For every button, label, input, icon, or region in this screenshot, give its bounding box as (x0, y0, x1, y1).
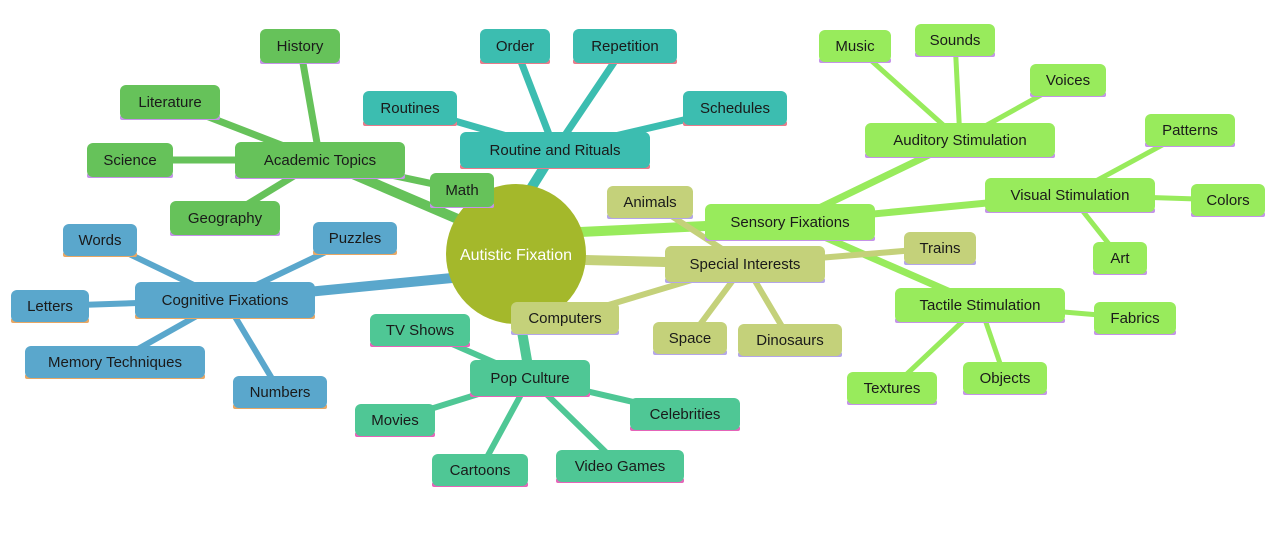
node-label: Space (669, 330, 712, 347)
node-label: Colors (1206, 192, 1249, 209)
node-label: Sounds (930, 32, 981, 49)
node-label: Voices (1046, 72, 1090, 89)
center-label: Autistic Fixation (460, 247, 572, 264)
node-label: Literature (138, 94, 201, 111)
node-label: Repetition (591, 38, 659, 55)
node-label: Patterns (1162, 122, 1218, 139)
node-label: Cognitive Fixations (162, 292, 289, 309)
node-label: Dinosaurs (756, 332, 824, 349)
node-label: Letters (27, 298, 73, 315)
node-label: Routine and Rituals (490, 142, 621, 159)
node-label: Routines (380, 100, 439, 117)
node-label: Memory Techniques (48, 354, 182, 371)
node-label: Academic Topics (264, 152, 376, 169)
node-label: Computers (528, 310, 601, 327)
node-label: Fabrics (1110, 310, 1159, 327)
node-label: Auditory Stimulation (893, 132, 1026, 149)
node-label: Puzzles (329, 230, 382, 247)
node-label: Special Interests (690, 256, 801, 273)
node-label: Objects (980, 370, 1031, 387)
node-label: Words (78, 232, 121, 249)
node-label: Cartoons (450, 462, 511, 479)
node-label: Art (1110, 250, 1130, 267)
node-label: Science (103, 152, 156, 169)
node-label: Visual Stimulation (1011, 187, 1130, 204)
node-label: Video Games (575, 458, 666, 475)
node-label: History (277, 38, 324, 55)
node-label: Sensory Fixations (730, 214, 849, 231)
node-label: Schedules (700, 100, 770, 117)
node-label: TV Shows (386, 322, 454, 339)
node-label: Animals (623, 194, 676, 211)
node-label: Numbers (250, 384, 311, 401)
node-label: Music (835, 38, 875, 55)
node-label: Textures (864, 380, 921, 397)
node-label: Tactile Stimulation (920, 297, 1041, 314)
node-layer: Autistic Fixation Academic Topics History L… (11, 24, 1265, 487)
node-label: Math (445, 182, 478, 199)
node-label: Celebrities (650, 406, 721, 423)
node-label: Trains (919, 240, 960, 257)
node-label: Pop Culture (490, 370, 569, 387)
node-label: Geography (188, 210, 263, 227)
node-label: Movies (371, 412, 419, 429)
node-label: Order (496, 38, 534, 55)
mindmap-diagram: Autistic Fixation Academic Topics History L… (0, 0, 1280, 533)
